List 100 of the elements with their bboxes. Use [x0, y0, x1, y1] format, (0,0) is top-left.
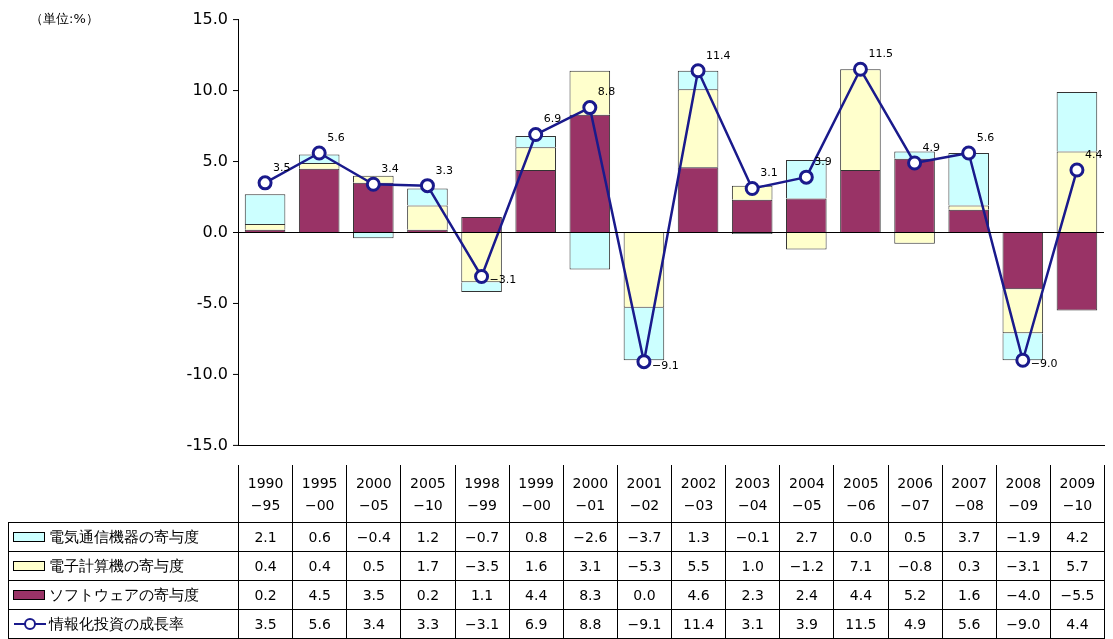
data-label: −0.8 [887, 551, 943, 581]
text: −3.1 [489, 273, 517, 287]
data-label: 5.6 [292, 609, 348, 639]
text: 4.9 [922, 140, 941, 154]
data-label: 1.2 [400, 522, 456, 552]
data-label: −1.2 [779, 551, 835, 581]
data-label: 4.9 [887, 609, 943, 639]
data-label: −0.7 [454, 522, 510, 552]
data-label: 1.7 [400, 551, 456, 581]
text: 11.5 [868, 47, 893, 61]
text: −9.1 [651, 358, 679, 372]
data-label: −1.9 [995, 522, 1051, 552]
y-tick-label: -15.0 [186, 434, 228, 454]
data-label: 2.1 [238, 522, 294, 552]
x-tick-label: 2003 −04 [725, 465, 781, 523]
x-tick-label: 2005 −10 [400, 465, 456, 523]
x-tick-label: 2004 −05 [779, 465, 835, 523]
data-label: 0.2 [400, 580, 456, 610]
data-label: 0.8 [508, 522, 564, 552]
data-label: 3.5 [346, 580, 402, 610]
legend-label: 電子計算機の寄与度 [49, 556, 184, 576]
data-label: 3.9 [779, 609, 835, 639]
data-label: 0.5 [887, 522, 943, 552]
data-label: 0.6 [292, 522, 348, 552]
data-label: 0.2 [238, 580, 294, 610]
text: （単位:%） [30, 11, 99, 27]
data-label: 3.4 [346, 609, 402, 639]
text: 11.4 [706, 48, 731, 62]
data-label: 11.4 [671, 609, 727, 639]
text: 3.3 [435, 163, 453, 177]
text: 3.4 [381, 162, 399, 176]
data-label: −0.4 [346, 522, 402, 552]
x-tick-label: 1995 −00 [292, 465, 348, 523]
text: 5.6 [976, 130, 995, 144]
data-label: 5.5 [671, 551, 727, 581]
y-tick-label: 15.0 [192, 8, 228, 28]
x-tick-label: 2001 −02 [616, 465, 672, 523]
data-label: 7.1 [833, 551, 889, 581]
legend-label: 電気通信機器の寄与度 [49, 527, 199, 547]
x-tick-label: 1999 −00 [508, 465, 564, 523]
data-label: 8.8 [562, 609, 618, 639]
data-label: −3.1 [995, 551, 1051, 581]
x-tick-label: 2009 −10 [1049, 465, 1105, 523]
data-label: 3.7 [941, 522, 997, 552]
x-tick-label: 1990 −95 [238, 465, 294, 523]
y-tick-label: 10.0 [192, 79, 228, 99]
data-label: 1.6 [941, 580, 997, 610]
x-tick-label: 2007 −08 [941, 465, 997, 523]
data-label: 2.3 [725, 580, 781, 610]
y-tick-label: 0.0 [202, 221, 228, 241]
y-tick-label: 5.0 [202, 150, 228, 170]
data-label: 1.6 [508, 551, 564, 581]
data-label: 5.2 [887, 580, 943, 610]
data-label: 4.5 [292, 580, 348, 610]
data-label: 5.6 [941, 609, 997, 639]
text: −9.0 [1030, 357, 1058, 371]
data-label: −5.5 [1049, 580, 1105, 610]
data-label: 0.0 [833, 522, 889, 552]
data-label: −4.0 [995, 580, 1051, 610]
data-label: −5.3 [616, 551, 672, 581]
data-label: −3.5 [454, 551, 510, 581]
y-tick-label: -5.0 [196, 292, 228, 312]
text: 4.4 [1084, 147, 1103, 161]
data-label: 11.5 [833, 609, 889, 639]
x-tick-label: 2008 −09 [995, 465, 1051, 523]
data-label: 4.4 [1049, 609, 1105, 639]
data-label: 8.3 [562, 580, 618, 610]
text: 6.9 [543, 112, 562, 126]
data-label: −3.7 [616, 522, 672, 552]
data-label: 0.5 [346, 551, 402, 581]
text: 5.6 [327, 130, 345, 144]
data-label: 4.2 [1049, 522, 1105, 552]
data-label: 0.3 [941, 551, 997, 581]
x-tick-label: 2005 −06 [833, 465, 889, 523]
data-label: 3.1 [725, 609, 781, 639]
data-label: 0.4 [292, 551, 348, 581]
data-label: −3.1 [454, 609, 510, 639]
data-label: 1.0 [725, 551, 781, 581]
data-label: −2.6 [562, 522, 618, 552]
data-label: 3.3 [400, 609, 456, 639]
data-label: 5.7 [1049, 551, 1105, 581]
data-label: −9.1 [616, 609, 672, 639]
text: 3.1 [760, 166, 778, 180]
data-label: 3.1 [562, 551, 618, 581]
data-label: 4.6 [671, 580, 727, 610]
text: 3.5 [273, 160, 291, 174]
data-label: 2.4 [779, 580, 835, 610]
data-label: 1.3 [671, 522, 727, 552]
data-label: −9.0 [995, 609, 1051, 639]
data-label: 3.5 [238, 609, 294, 639]
legend-label: ソフトウェアの寄与度 [49, 585, 199, 605]
data-label: 2.7 [779, 522, 835, 552]
data-label: 4.4 [833, 580, 889, 610]
x-tick-label: 1998 −99 [454, 465, 510, 523]
y-tick-label: -10.0 [186, 363, 228, 383]
x-tick-label: 2000 −01 [562, 465, 618, 523]
data-label: 1.1 [454, 580, 510, 610]
data-label: 0.4 [238, 551, 294, 581]
x-tick-label: 2000 −05 [346, 465, 402, 523]
data-label: −0.1 [725, 522, 781, 552]
